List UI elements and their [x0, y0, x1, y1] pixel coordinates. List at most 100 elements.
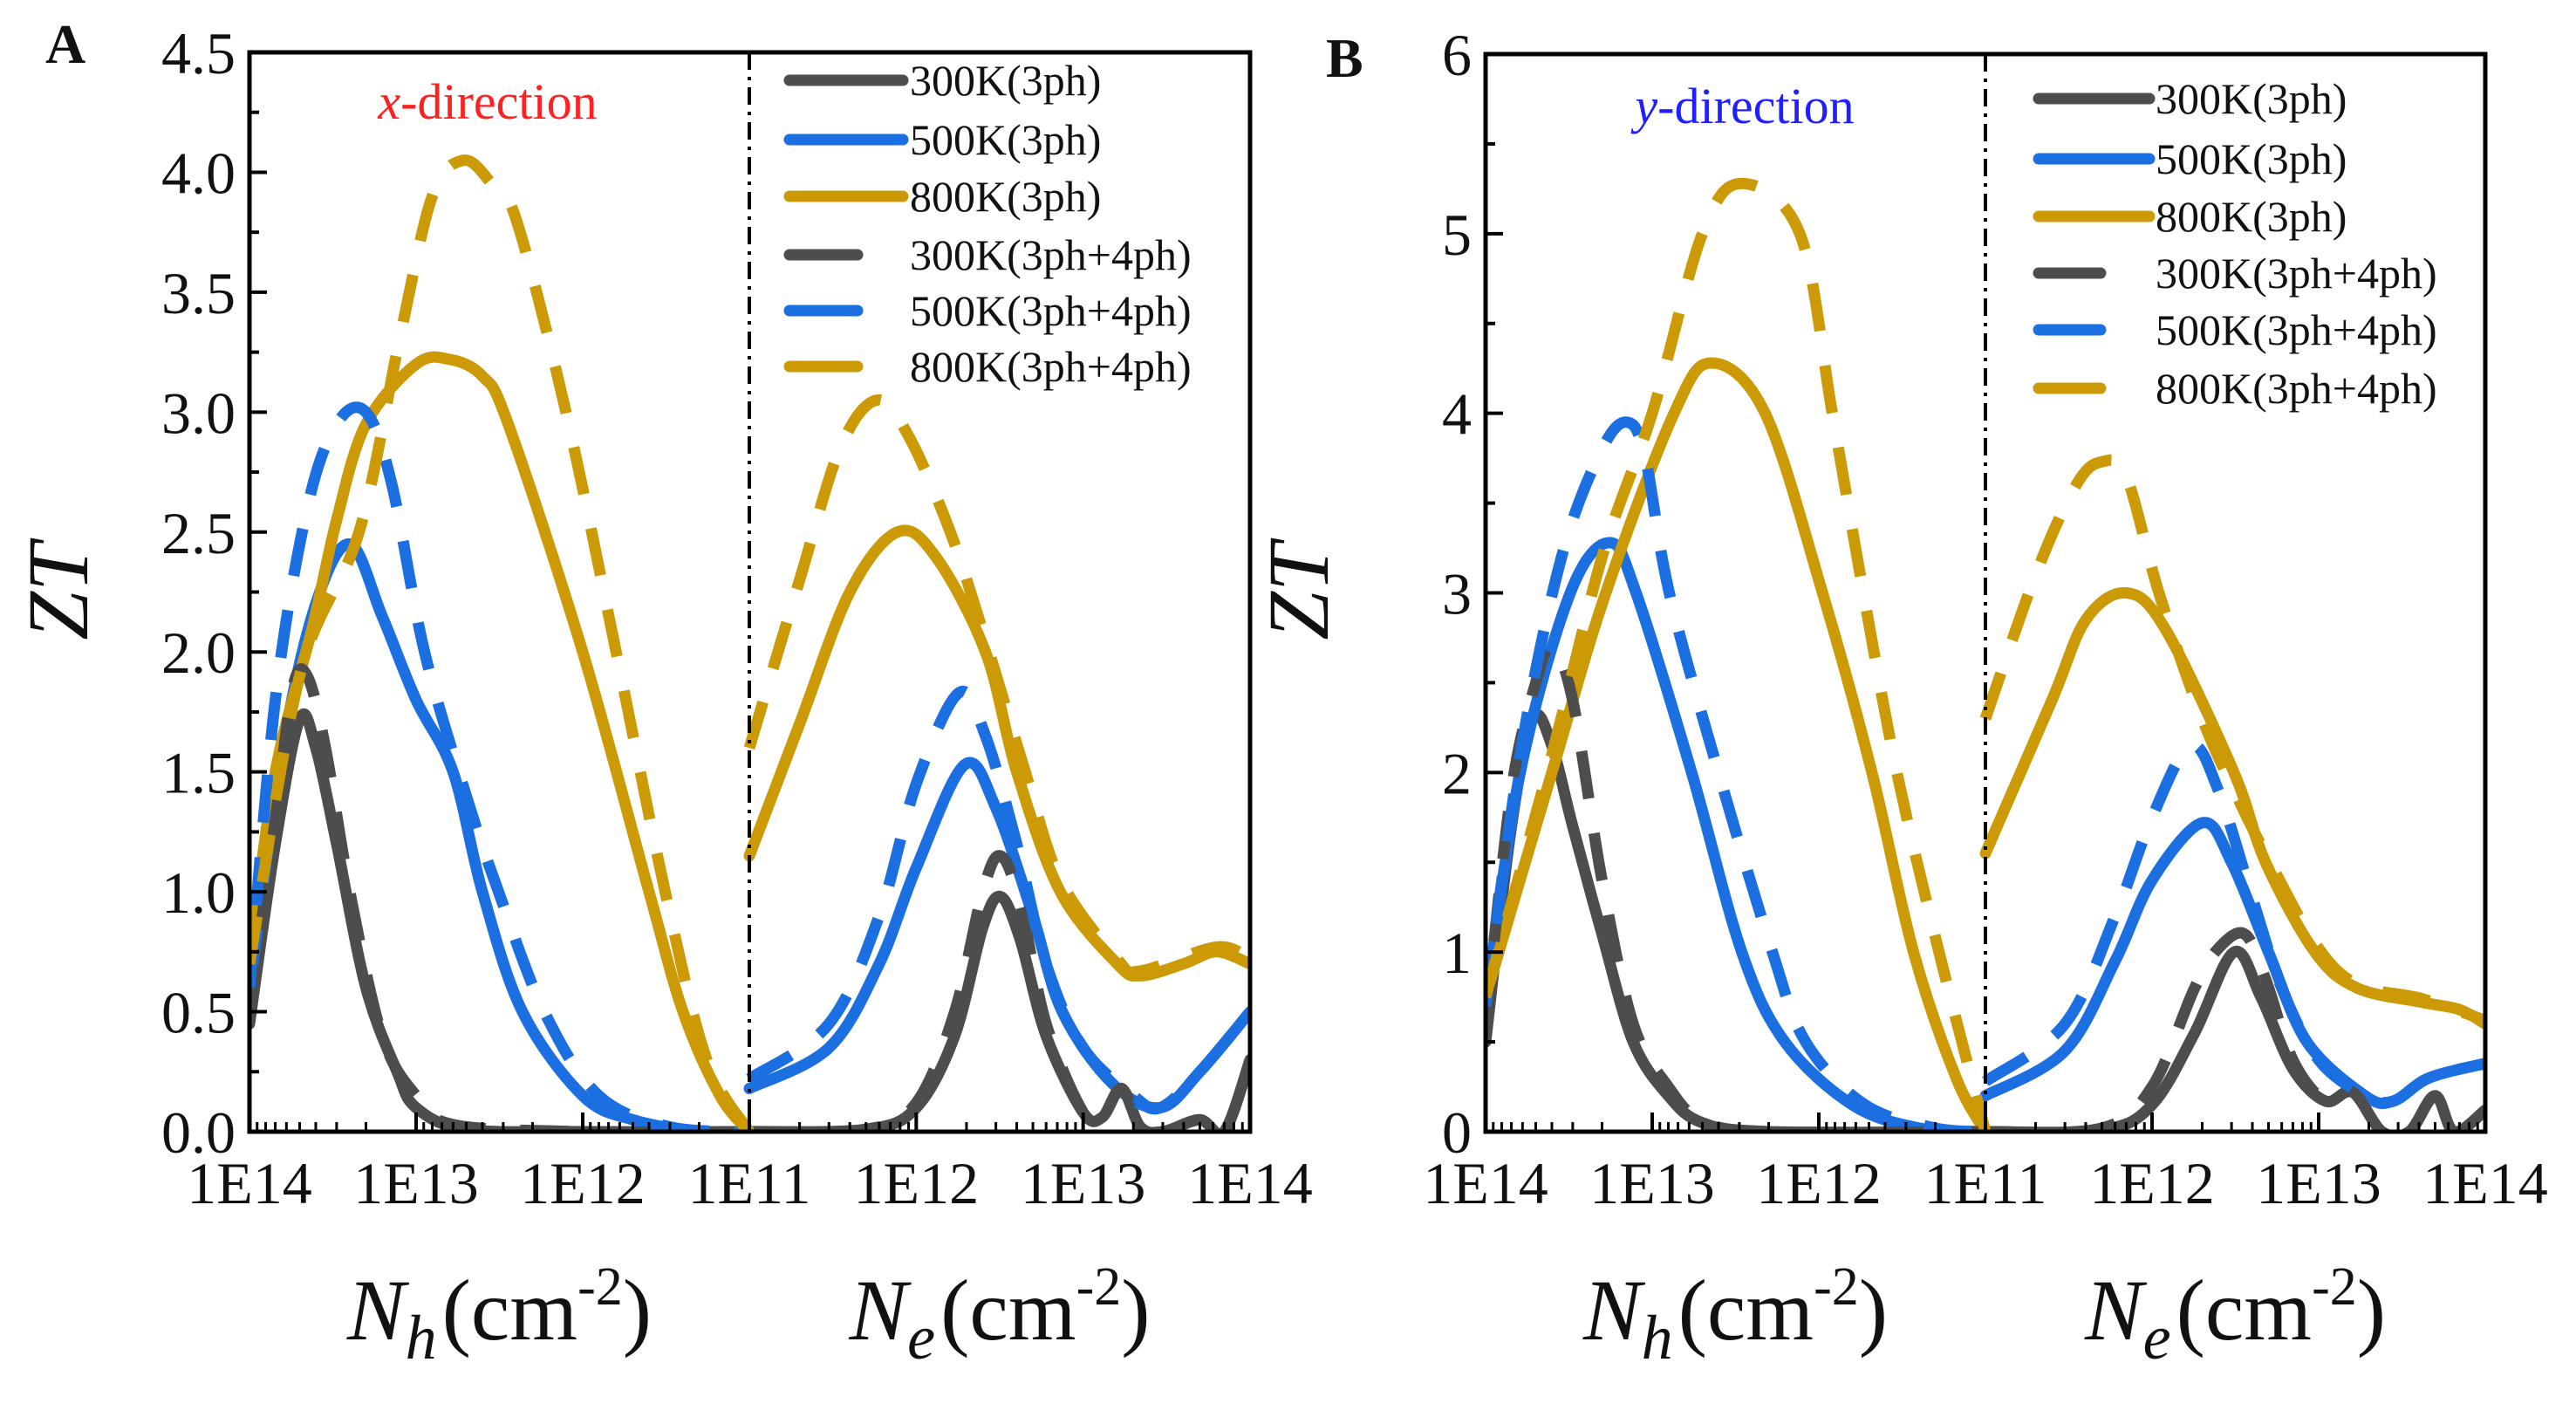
x-axis-title-unit: (cm [1678, 1262, 1814, 1359]
x-axis-title-sup: -2 [1814, 1257, 1859, 1317]
series-800k-3ph-electron-line [1979, 586, 2485, 1030]
x-tick-label: 1E12 [854, 1150, 980, 1216]
legend-item: 800K(3ph+4ph) [783, 342, 1192, 391]
series-500k-3ph-4ph-electron-line [1982, 739, 2485, 1109]
series-800k-3ph-4ph-electron-line [743, 394, 1250, 978]
panel-a: 0.0 0.5 1.0 1.5 2.0 2.5 3.0 3.5 4.0 4.5 1E14 1E13 1E… [10, 13, 1313, 1373]
x-axis-title-close: ) [1121, 1262, 1150, 1359]
x-tick-label: 1E13 [1589, 1150, 1715, 1216]
panel-letter: B [1326, 27, 1363, 89]
direction-suffix: -direction [400, 73, 597, 130]
y-axis-title: ZT [1250, 537, 1347, 640]
legend-label: 300K(3ph+4ph) [910, 230, 1192, 279]
series-800k-3ph-4ph-hole-line [1486, 177, 1992, 1132]
legend-label: 500K(3ph+4ph) [2156, 305, 2437, 354]
direction-axis-letter: x [377, 73, 400, 130]
legend-label: 500K(3ph) [910, 115, 1101, 164]
series-500k-3ph-electron-line [1979, 817, 2485, 1110]
x-axis-title-sub: h [406, 1303, 437, 1373]
x-axis-title-symbol: N [848, 1262, 912, 1359]
x-tick-label: 1E11 [687, 1150, 810, 1216]
x-axis-title-close: ) [2357, 1262, 2386, 1359]
legend-label: 800K(3ph) [2156, 192, 2347, 241]
legend-item: 800K(3ph+4ph) [2033, 364, 2437, 413]
x-axis-title-unit: (cm [2176, 1262, 2312, 1359]
legend-label: 300K(3ph) [2156, 74, 2347, 123]
x-tick-label: 1E11 [1923, 1150, 2046, 1216]
x-tick-label: 1E14 [1423, 1150, 1548, 1216]
x-tick-label: 1E14 [187, 1150, 312, 1216]
x-axis-title-unit: (cm [442, 1262, 577, 1359]
legend-label: 300K(3ph) [910, 56, 1101, 105]
x-tick-label: 1E12 [1756, 1150, 1882, 1216]
y-tick-label: 0.5 [161, 980, 236, 1046]
series-800k-3ph-hole-line [1486, 357, 1992, 1132]
x-tick-label: 1E13 [1021, 1150, 1146, 1216]
legend-item: 300K(3ph) [2033, 74, 2347, 123]
y-tick-label: 2.0 [161, 620, 236, 686]
x-axis-title-electron: Ne(cm-2) [848, 1257, 1150, 1373]
series-500k-3ph-electron-line [743, 756, 1250, 1114]
y-tick-label: 5 [1442, 202, 1472, 268]
y-tick-label: 3.5 [161, 260, 236, 326]
y-tick-label: 1.5 [161, 740, 236, 806]
y-tick-label: 1.0 [161, 859, 236, 926]
x-axis-title-sub: e [2143, 1303, 2171, 1373]
x-axis-title-hole: Nh(cm-2) [1582, 1257, 1888, 1373]
x-tick-label: 1E14 [2422, 1150, 2548, 1216]
y-tick-label: 2 [1442, 740, 1472, 806]
legend-label: 500K(3ph) [2156, 134, 2347, 183]
y-tick-label: 0 [1442, 1099, 1472, 1166]
series-300k-3ph-4ph-electron-line [748, 850, 1250, 1132]
series-300k-3ph-4ph-electron-line [1985, 927, 2485, 1132]
x-axis-title-symbol: N [346, 1262, 410, 1359]
x-tick-label: 1E14 [1187, 1150, 1313, 1216]
x-axis-title-sub: h [1642, 1303, 1673, 1373]
legend-item: 300K(3ph) [783, 56, 1101, 105]
x-tick-label: 1E12 [520, 1150, 646, 1216]
series-800k-3ph-hole-line [249, 351, 755, 1132]
x-axis-title-close: ) [1859, 1262, 1888, 1359]
direction-suffix: -direction [1657, 78, 1854, 134]
x-axis-title-electron: Ne(cm-2) [2084, 1257, 2386, 1373]
y-axis-title: ZT [10, 537, 106, 640]
direction-label: x-direction [377, 73, 597, 130]
legend-label: 500K(3ph+4ph) [910, 286, 1192, 335]
legend-item: 500K(3ph) [783, 115, 1101, 164]
direction-label: y-direction [1630, 78, 1854, 134]
x-tick-label: 1E12 [2089, 1150, 2215, 1216]
legend-label: 800K(3ph+4ph) [910, 342, 1192, 391]
x-axis-title-sub: e [907, 1303, 935, 1373]
legend: 300K(3ph) 500K(3ph) 800K(3ph) 300K(3ph+4ph)… [2033, 74, 2437, 413]
y-tick-label: 3 [1442, 561, 1472, 627]
y-tick-label: 4.5 [161, 20, 236, 86]
legend-label: 800K(3ph) [910, 172, 1101, 221]
x-tick-label: 1E13 [353, 1150, 479, 1216]
y-tick-label: 3.0 [161, 380, 236, 446]
legend-label: 800K(3ph+4ph) [2156, 364, 2437, 413]
legend-item: 300K(3ph+4ph) [783, 230, 1192, 279]
series-500k-3ph-hole-line [249, 538, 755, 1132]
legend-item: 500K(3ph+4ph) [783, 286, 1192, 335]
legend-item: 300K(3ph+4ph) [2033, 249, 2437, 298]
y-tick-label: 4 [1442, 381, 1472, 448]
legend-item: 500K(3ph) [2033, 134, 2347, 183]
series-group [249, 154, 1250, 1132]
y-tick-label: 4.0 [161, 140, 236, 206]
legend-item: 500K(3ph+4ph) [2033, 305, 2437, 354]
series-800k-3ph-4ph-hole-line [249, 154, 755, 1132]
x-axis-title-sup: -2 [2312, 1257, 2357, 1317]
x-axis-title-sup: -2 [1076, 1257, 1122, 1317]
series-500k-3ph-4ph-electron-line [746, 685, 1250, 1115]
legend: 300K(3ph) 500K(3ph) 800K(3ph) 300K(3ph+4ph)… [783, 56, 1192, 391]
y-tick-label: 0.0 [161, 1099, 236, 1166]
y-tick-label: 1 [1442, 920, 1472, 986]
legend-label: 300K(3ph+4ph) [2156, 249, 2437, 298]
legend-item: 800K(3ph) [2033, 192, 2347, 241]
x-axis-title-symbol: N [2084, 1262, 2148, 1359]
panel-letter: A [45, 13, 85, 75]
series-800k-3ph-4ph-electron-line [1979, 454, 2485, 1026]
